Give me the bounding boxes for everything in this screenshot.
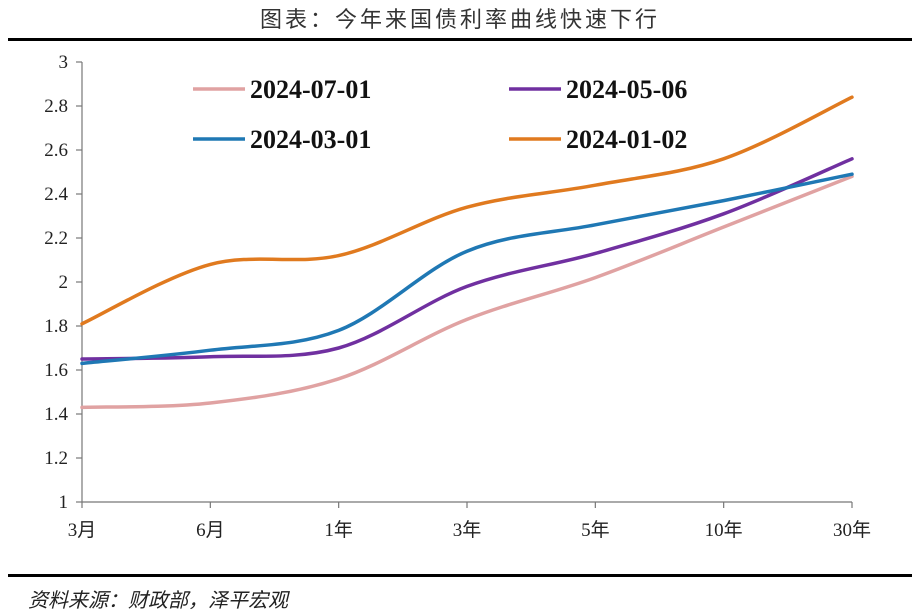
y-tick-label: 3 <box>59 52 69 73</box>
y-tick-label: 1.6 <box>44 360 68 381</box>
y-tick-label: 2.4 <box>44 184 68 205</box>
legend-label: 2024-07-01 <box>250 75 371 104</box>
x-tick-label: 1年 <box>324 519 353 541</box>
legend-label: 2024-05-06 <box>566 75 687 104</box>
y-tick-label: 2 <box>59 272 69 293</box>
y-tick-label: 2.8 <box>44 96 68 117</box>
x-tick-label: 3月 <box>68 520 97 541</box>
series-line-2024-07-01 <box>80 174 854 410</box>
series-line-2024-01-02 <box>80 95 854 326</box>
y-tick-label: 2.2 <box>44 228 68 249</box>
bottom-rule <box>8 574 912 577</box>
legend-label: 2024-03-01 <box>250 125 371 154</box>
x-tick-label: 10年 <box>705 519 743 541</box>
y-tick-label: 1 <box>59 492 69 513</box>
y-tick-label: 2.6 <box>44 140 68 161</box>
series-line-2024-03-01 <box>80 172 854 366</box>
x-tick-label: 5年 <box>581 519 610 541</box>
source-note: 资料来源：财政部，泽平宏观 <box>28 588 288 612</box>
x-tick-label: 3年 <box>453 519 482 541</box>
y-tick-label: 1.2 <box>44 448 68 469</box>
x-tick-label: 6月 <box>196 520 225 541</box>
chart-title: 图表：今年来国债利率曲线快速下行 <box>259 8 660 33</box>
top-rule <box>8 38 912 41</box>
series-line-2024-05-06 <box>80 157 854 361</box>
x-tick-label: 30年 <box>833 519 871 541</box>
line-chart: 1 1.2 1.4 1.6 1.8 2 2.2 2.4 2.6 2.8 3 3月 6月 1年 3年 5年 10年… <box>44 52 871 541</box>
y-tick-label: 1.4 <box>44 404 68 425</box>
legend-label: 2024-01-02 <box>566 125 687 154</box>
y-tick-label: 1.8 <box>44 316 68 337</box>
